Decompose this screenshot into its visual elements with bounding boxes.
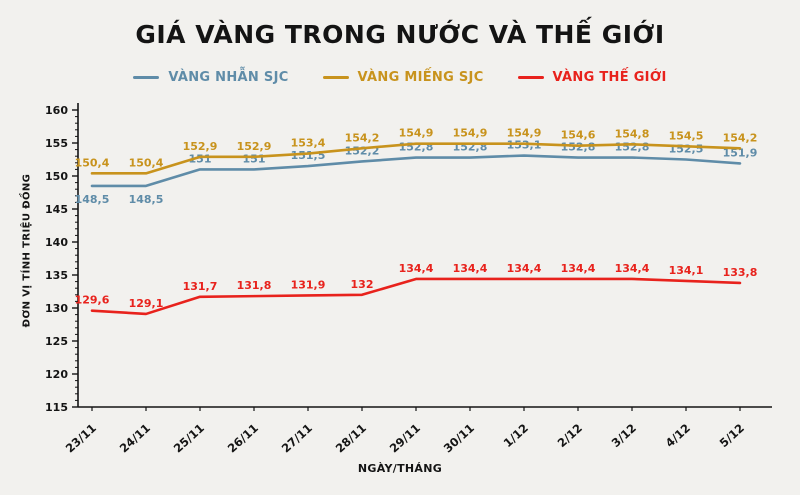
y-tick-label: 130 (45, 302, 68, 315)
x-tick-label: 24/11 (117, 421, 153, 455)
legend-label: VÀNG NHẪN SJC (168, 70, 289, 85)
data-label: 134,4 (453, 262, 488, 275)
data-label: 134,4 (399, 262, 434, 275)
data-label: 154,9 (507, 127, 542, 140)
data-label: 129,1 (129, 297, 164, 310)
data-label: 151 (243, 152, 266, 165)
y-tick-label: 140 (45, 236, 68, 249)
x-tick-label: 30/11 (441, 421, 477, 455)
data-label: 152,8 (615, 141, 650, 154)
line-chart-canvas: 115 120 125 130 135 140 145 150 155 160 23/11 24/11… (45, 103, 772, 455)
data-label: 133,8 (723, 266, 758, 279)
y-tick-label: 120 (45, 368, 68, 381)
legend-line-marker (517, 76, 544, 79)
legend-label: VÀNG THẾ GIỚI (552, 70, 667, 85)
data-label: 153,1 (507, 139, 542, 152)
x-tick-label: 2/12 (555, 421, 585, 450)
x-axis-title: NGÀY/THÁNG (357, 462, 443, 475)
x-tick-label: 28/11 (333, 421, 369, 455)
data-label: 152,9 (237, 140, 272, 153)
legend-line-marker (322, 76, 349, 79)
data-label: 148,5 (129, 193, 164, 206)
x-tick-label: 23/11 (63, 421, 99, 455)
data-label: 154,6 (561, 129, 596, 142)
data-label: 134,1 (669, 264, 704, 277)
x-tick-label: 26/11 (225, 421, 261, 455)
data-label: 129,6 (75, 294, 110, 307)
series-line (90, 277, 742, 316)
data-label: 154,2 (345, 131, 380, 144)
data-label: 131,9 (291, 278, 326, 291)
series-line (90, 154, 742, 188)
data-label: 150,4 (75, 156, 110, 169)
data-label: 152,5 (669, 143, 704, 156)
legend-line-marker (133, 76, 160, 79)
y-tick-label: 125 (45, 335, 68, 348)
y-tick-label: 115 (45, 401, 68, 414)
x-tick-label: 1/12 (501, 421, 531, 450)
data-label: 131,7 (183, 280, 218, 293)
chart-title: GIÁ VÀNG TRONG NƯỚC VÀ THẾ GIỚI (135, 20, 665, 49)
y-tick-label: 145 (45, 203, 68, 216)
series-line (90, 142, 742, 175)
x-tick-label: 5/12 (717, 421, 747, 450)
data-label: 154,9 (453, 127, 488, 140)
data-label: 134,4 (615, 262, 650, 275)
x-tick-label: 27/11 (279, 421, 315, 455)
y-tick-label: 150 (45, 170, 68, 183)
data-label: 154,8 (615, 127, 650, 140)
data-label: 154,9 (399, 127, 434, 140)
data-label: 154,5 (669, 129, 704, 142)
chart-legend: VÀNG NHẪN SJC VÀNG MIẾNG SJC VÀNG THẾ GI… (0, 70, 800, 85)
data-label: 152,8 (561, 141, 596, 154)
x-tick-label: 25/11 (171, 421, 207, 455)
legend-label: VÀNG MIẾNG SJC (357, 70, 484, 85)
y-tick-label: 155 (45, 137, 68, 150)
y-tick-label: 160 (45, 104, 68, 117)
data-label: 134,4 (561, 262, 596, 275)
data-label: 152,9 (183, 140, 218, 153)
data-label: 132 (351, 278, 374, 291)
data-label: 153,4 (291, 137, 326, 150)
data-label: 151,9 (723, 146, 758, 159)
data-label: 150,4 (129, 156, 164, 169)
legend-item-vang-mieng-sjc: VÀNG MIẾNG SJC (322, 70, 484, 85)
y-tick-label: 135 (45, 269, 68, 282)
legend-item-vang-the-gioi: VÀNG THẾ GIỚI (517, 70, 667, 85)
x-tick-label: 4/12 (663, 421, 693, 450)
data-label: 131,8 (237, 279, 272, 292)
data-label: 148,5 (75, 193, 110, 206)
data-label: 154,2 (723, 131, 758, 144)
x-tick-label: 29/11 (387, 421, 423, 455)
legend-item-vang-nhan-sjc: VÀNG NHẪN SJC (133, 70, 288, 85)
x-tick-label: 3/12 (609, 421, 639, 450)
data-label: 134,4 (507, 262, 542, 275)
